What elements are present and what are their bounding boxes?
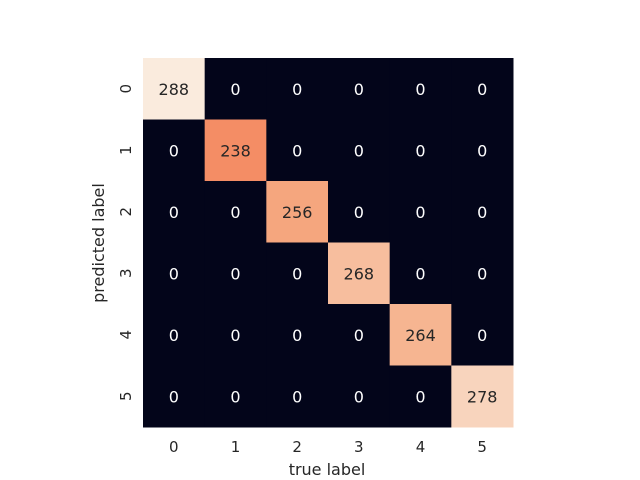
heatmap-cell-4-5 [451,304,514,366]
heatmap-cells [143,58,514,428]
cell-value-4-2: 0 [292,326,302,345]
heatmap-cell-3-5 [451,242,514,305]
heatmap-cell-3-3 [328,242,391,305]
cell-value-5-5: 278 [467,387,498,406]
heatmap-cell-3-1 [204,242,267,305]
heatmap-cell-2-1 [204,181,267,243]
x-tick-label-3: 3 [354,438,364,456]
cell-value-4-0: 0 [169,326,179,345]
x-tick-label-5: 5 [477,438,487,456]
heatmap-cell-1-4 [389,119,452,182]
cell-value-3-2: 0 [292,264,302,283]
heatmap-cell-0-1 [204,58,267,120]
cell-value-3-0: 0 [169,264,179,283]
cell-value-5-0: 0 [169,387,179,406]
heatmap-cell-5-4 [389,365,452,428]
cell-value-1-2: 0 [292,141,302,160]
heatmap-cell-1-5 [451,119,514,182]
cell-value-1-3: 0 [354,141,364,160]
heatmap-cell-2-5 [451,181,514,243]
heatmap-cell-2-3 [328,181,391,243]
heatmap-cell-0-4 [389,58,452,120]
heatmap-cell-5-3 [328,365,391,428]
cell-value-4-4: 264 [405,326,436,345]
heatmap-cell-5-1 [204,365,267,428]
heatmap-cell-4-1 [204,304,267,366]
y-tick-label-4: 4 [117,330,135,340]
heatmap-cell-1-0 [143,119,206,182]
cell-value-5-2: 0 [292,387,302,406]
y-tick-label-3: 3 [117,268,135,278]
heatmap-cell-4-3 [328,304,391,366]
cell-value-2-4: 0 [415,203,425,222]
cell-value-5-4: 0 [415,387,425,406]
cell-value-3-5: 0 [477,264,487,283]
x-tick-label-1: 1 [231,438,241,456]
heatmap-cell-4-0 [143,304,206,366]
cell-value-2-5: 0 [477,203,487,222]
cell-value-4-1: 0 [230,326,240,345]
heatmap-cell-1-2 [266,119,329,182]
heatmap-cell-0-5 [451,58,514,120]
cell-value-4-3: 0 [354,326,364,345]
cell-value-5-3: 0 [354,387,364,406]
cell-value-2-3: 0 [354,203,364,222]
y-axis-label: predicted label [89,183,108,303]
heatmap-cell-2-0 [143,181,206,243]
cell-value-3-4: 0 [415,264,425,283]
x-tick-label-0: 0 [169,438,179,456]
heatmap-cell-0-2 [266,58,329,120]
y-tick-label-5: 5 [117,391,135,401]
cell-value-5-1: 0 [230,387,240,406]
y-tick-label-1: 1 [117,145,135,155]
cell-value-0-0: 288 [159,80,190,99]
heatmap-cell-5-5 [451,365,514,428]
heatmap-cell-2-2 [266,181,329,243]
heatmap-cell-0-0 [143,58,206,120]
cell-value-3-3: 268 [344,264,375,283]
heatmap-cell-0-3 [328,58,391,120]
heatmap-cell-labels: 288 0 0 0 0 0 0 238 0 0 0 0 0 0 256 0 0 0 0 0 0 268 0 0 0 0 0 0 264 0… [159,80,498,407]
heatmap-cell-5-2 [266,365,329,428]
cell-value-1-4: 0 [415,141,425,160]
y-axis-ticks: 0 1 2 3 4 5 [117,84,135,401]
cell-value-0-4: 0 [415,80,425,99]
x-axis-ticks: 0 1 2 3 4 5 [169,438,487,456]
y-tick-label-0: 0 [117,84,135,94]
heatmap-cell-2-4 [389,181,452,243]
cell-value-1-5: 0 [477,141,487,160]
heatmap-cell-3-2 [266,242,329,305]
heatmap-cell-4-2 [266,304,329,366]
x-axis-label: true label [289,460,366,479]
cell-value-1-0: 0 [169,141,179,160]
heatmap-cell-1-1 [204,119,267,182]
heatmap-cell-1-3 [328,119,391,182]
heatmap-cell-3-0 [143,242,206,305]
heatmap-cell-5-0 [143,365,206,428]
cell-value-2-0: 0 [169,203,179,222]
cell-value-2-2: 256 [282,203,313,222]
heatmap-cell-4-4 [389,304,452,366]
cell-value-1-1: 238 [220,141,251,160]
cell-value-4-5: 0 [477,326,487,345]
cell-value-3-1: 0 [230,264,240,283]
x-tick-label-2: 2 [292,438,302,456]
cell-value-0-1: 0 [230,80,240,99]
cell-value-2-1: 0 [230,203,240,222]
cell-value-0-2: 0 [292,80,302,99]
x-tick-label-4: 4 [416,438,426,456]
heatmap-cell-3-4 [389,242,452,305]
cell-value-0-5: 0 [477,80,487,99]
cell-value-0-3: 0 [354,80,364,99]
y-tick-label-2: 2 [117,207,135,217]
